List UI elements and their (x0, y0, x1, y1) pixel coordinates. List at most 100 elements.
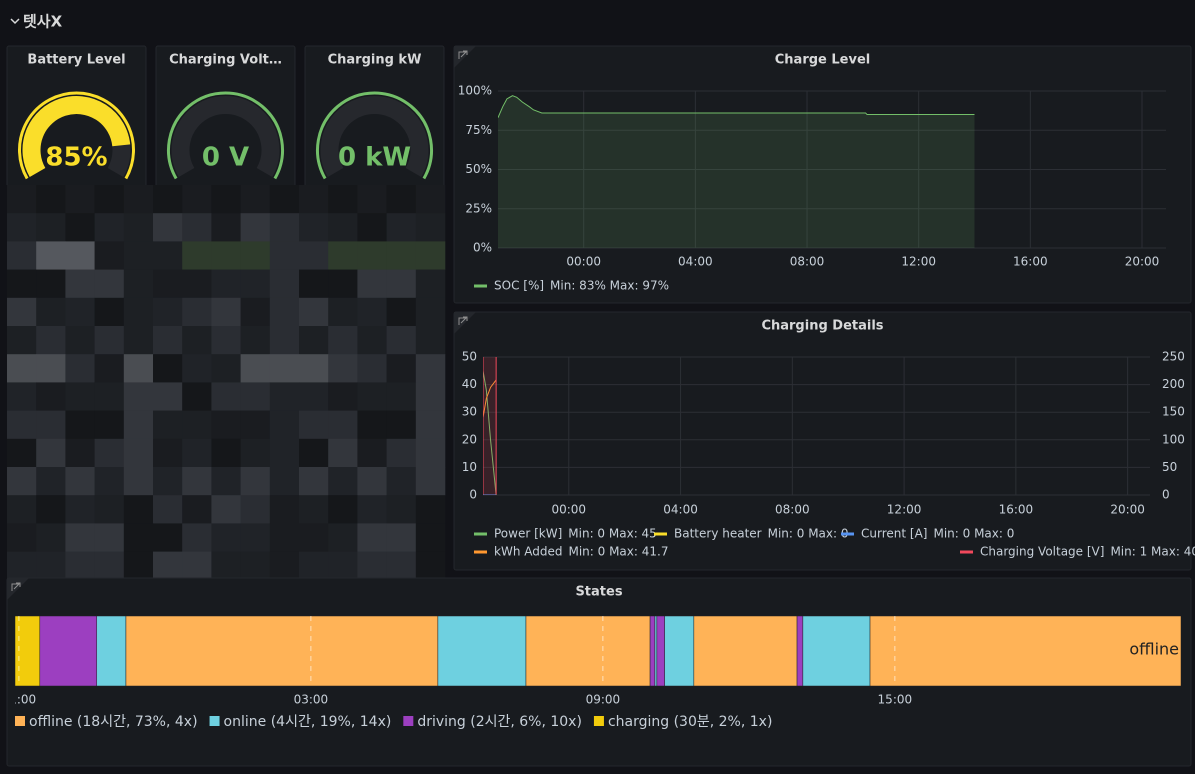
legend-swatch[interactable] (474, 284, 487, 288)
redacted-cell (386, 495, 417, 524)
redacted-cell (357, 523, 387, 552)
redacted-cell (357, 410, 387, 440)
redacted-cell (65, 551, 95, 581)
gauge-panel (304, 45, 445, 185)
redacted-cell (36, 326, 66, 355)
redacted-cell (94, 185, 125, 214)
redacted-cell (415, 297, 446, 327)
redacted-cell (36, 213, 66, 242)
state-segment (649, 615, 656, 687)
redacted-cell (36, 297, 66, 327)
legend-swatch[interactable] (209, 716, 220, 726)
x-tick-label: 03:00 (294, 693, 329, 707)
panel (453, 311, 1192, 571)
redacted-cell (386, 467, 417, 496)
legend-swatch[interactable] (593, 716, 604, 726)
redacted-cell (415, 495, 446, 524)
legend-swatch[interactable] (403, 716, 414, 726)
redacted-cell (123, 213, 154, 242)
redacted-cell (153, 326, 183, 355)
redacted-cell (7, 523, 37, 552)
legend-swatch[interactable] (15, 716, 25, 726)
redacted-cell (386, 354, 417, 383)
redacted-cell (94, 382, 125, 411)
redacted-cell (299, 495, 329, 524)
legend-label[interactable]: online (4시간, 19%, 14x) (224, 714, 392, 730)
redacted-cell (328, 438, 358, 468)
redacted-cell (182, 523, 212, 552)
redacted-cell (123, 269, 154, 299)
legend-name[interactable]: Current [A] (861, 527, 927, 541)
redacted-cell (94, 467, 125, 496)
redacted-cell (182, 410, 212, 440)
redacted-cell (7, 495, 37, 524)
row-chevron[interactable] (10, 18, 20, 25)
redacted-cell (386, 213, 417, 242)
redacted-cell (328, 523, 358, 552)
gauge-threshold (18, 91, 135, 180)
redacted-cell (386, 438, 417, 468)
redacted-cell (7, 410, 37, 440)
legend-label[interactable]: offline (18시간, 73%, 4x) (29, 714, 198, 730)
state-segment (125, 615, 439, 687)
y2-tick-label: 150 (1162, 405, 1185, 419)
redacted-cell (328, 382, 358, 411)
legend-swatch[interactable] (654, 532, 667, 536)
panel-link-icon[interactable] (11, 582, 21, 591)
legend-swatch[interactable] (841, 532, 854, 536)
panel-link-icon[interactable] (458, 316, 468, 325)
legend-name[interactable]: Charging Voltage [V] (980, 545, 1104, 559)
x-tick-label: 20:00 (1110, 503, 1145, 517)
redacted-cell (123, 523, 154, 552)
redacted-cell (328, 185, 358, 214)
redacted-cell (357, 467, 387, 496)
redacted-cell (65, 410, 95, 440)
legend-swatch[interactable] (474, 550, 487, 554)
redacted-cell (153, 297, 183, 327)
redacted-cell (240, 467, 271, 496)
redacted-cell (415, 326, 446, 355)
redacted-cell (211, 438, 241, 468)
state-segment (525, 615, 651, 687)
legend-name[interactable]: Power [kW] (494, 527, 562, 541)
legend-name[interactable]: Battery heater (674, 527, 762, 541)
redacted-cell (415, 269, 446, 299)
redacted-cell (269, 354, 300, 383)
redacted-cell (211, 326, 241, 355)
state-segment (869, 615, 1181, 687)
gauge-panel (6, 45, 147, 185)
redacted-cell (357, 241, 387, 270)
legend-name[interactable]: kWh Added (494, 545, 562, 559)
legend-label[interactable]: charging (30분, 2%, 1x) (608, 714, 772, 730)
redacted-cell (269, 467, 300, 496)
legend-stats: Min: 83% Max: 97% (550, 279, 669, 293)
legend-name[interactable]: SOC [%] (494, 279, 544, 293)
redacted-cell (328, 241, 358, 270)
redacted-cell (7, 382, 37, 411)
redacted-cell (211, 269, 241, 299)
gauge-value: 85% (45, 143, 107, 173)
redacted-cell (240, 213, 271, 242)
redacted-cell (240, 382, 271, 411)
y-tick-label: 30 (462, 405, 477, 419)
redacted-cell (357, 382, 387, 411)
redacted-cell (269, 438, 300, 468)
redacted-cell (357, 297, 387, 327)
row-title[interactable]: 텟사X (23, 13, 63, 31)
timeline: 21:00 03:00 09:00 15:00 (15, 615, 1181, 707)
redacted-cell (7, 551, 37, 581)
redacted-cell (36, 438, 66, 468)
legend-label[interactable]: driving (2시간, 6%, 10x) (417, 714, 582, 730)
legend-swatch[interactable] (474, 532, 487, 536)
redacted-cell (240, 495, 271, 524)
redacted-cell (269, 297, 300, 327)
redacted-cell (36, 551, 66, 581)
x-tick-label: 09:00 (586, 693, 621, 707)
legend-swatch[interactable] (960, 550, 973, 554)
redacted-cell (240, 185, 271, 214)
panel-link-icon[interactable] (458, 50, 468, 59)
redacted-cell (386, 269, 417, 299)
redacted-cell (299, 297, 329, 327)
redacted-cell (123, 438, 154, 468)
